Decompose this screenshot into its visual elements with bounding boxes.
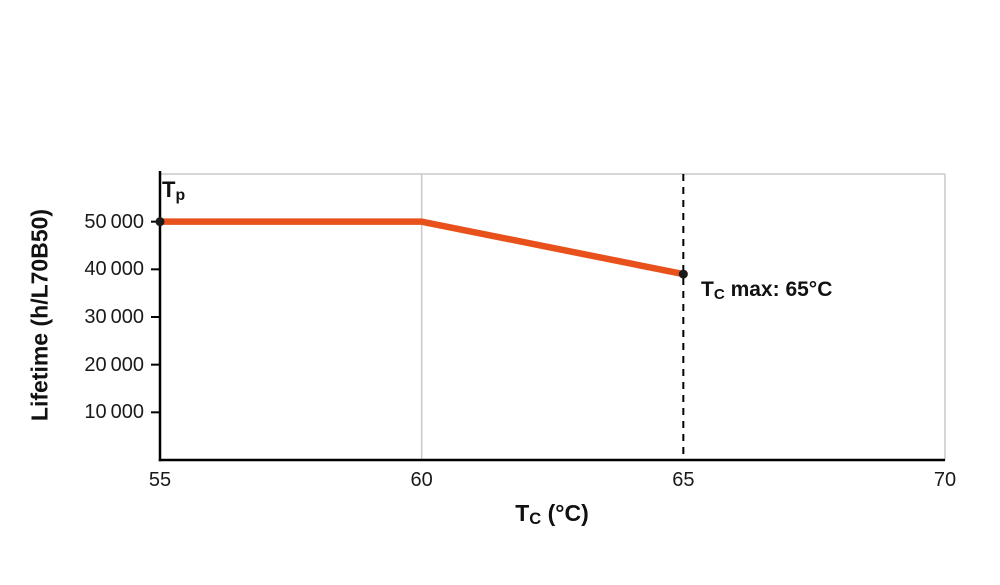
annotation-tp: Tp — [162, 177, 186, 204]
y-tick-label-50000: 50 000 — [84, 210, 144, 233]
x-axis-title-rest: (°C) — [541, 500, 589, 526]
y-tick-label-10000: 10 000 — [84, 401, 144, 424]
y-tick-label-40000: 40 000 — [84, 258, 144, 281]
x-axis-title-subscript: C — [529, 508, 542, 528]
annotation-tc-max: TC max: 65°C — [701, 278, 833, 303]
marker-point-1 — [678, 269, 688, 279]
series-lifetime-curve — [160, 218, 684, 278]
y-tick-label-20000: 20 000 — [84, 353, 144, 376]
annotation-tp-subscript: p — [175, 186, 186, 204]
x-axis-title: TC (°C) — [515, 500, 589, 528]
x-tick-label-65: 65 — [672, 469, 695, 491]
y-tick-label-30000: 30 000 — [84, 306, 144, 328]
y-axis-title: Lifetime (h/L70B50) — [26, 208, 53, 422]
x-tick-label-70: 70 — [933, 469, 957, 491]
annotation-tc-max-main: T — [701, 278, 714, 301]
annotation-tc-max-rest: max: 65°C — [724, 278, 833, 301]
annotation-tp-main: T — [162, 177, 176, 202]
marker-point-0 — [155, 217, 165, 227]
x-tick-label-60: 60 — [410, 469, 433, 491]
annotation-tc-max-subscript: C — [713, 285, 725, 303]
x-axis-title-main: T — [515, 500, 530, 526]
x-tick-label-55: 55 — [148, 469, 172, 491]
